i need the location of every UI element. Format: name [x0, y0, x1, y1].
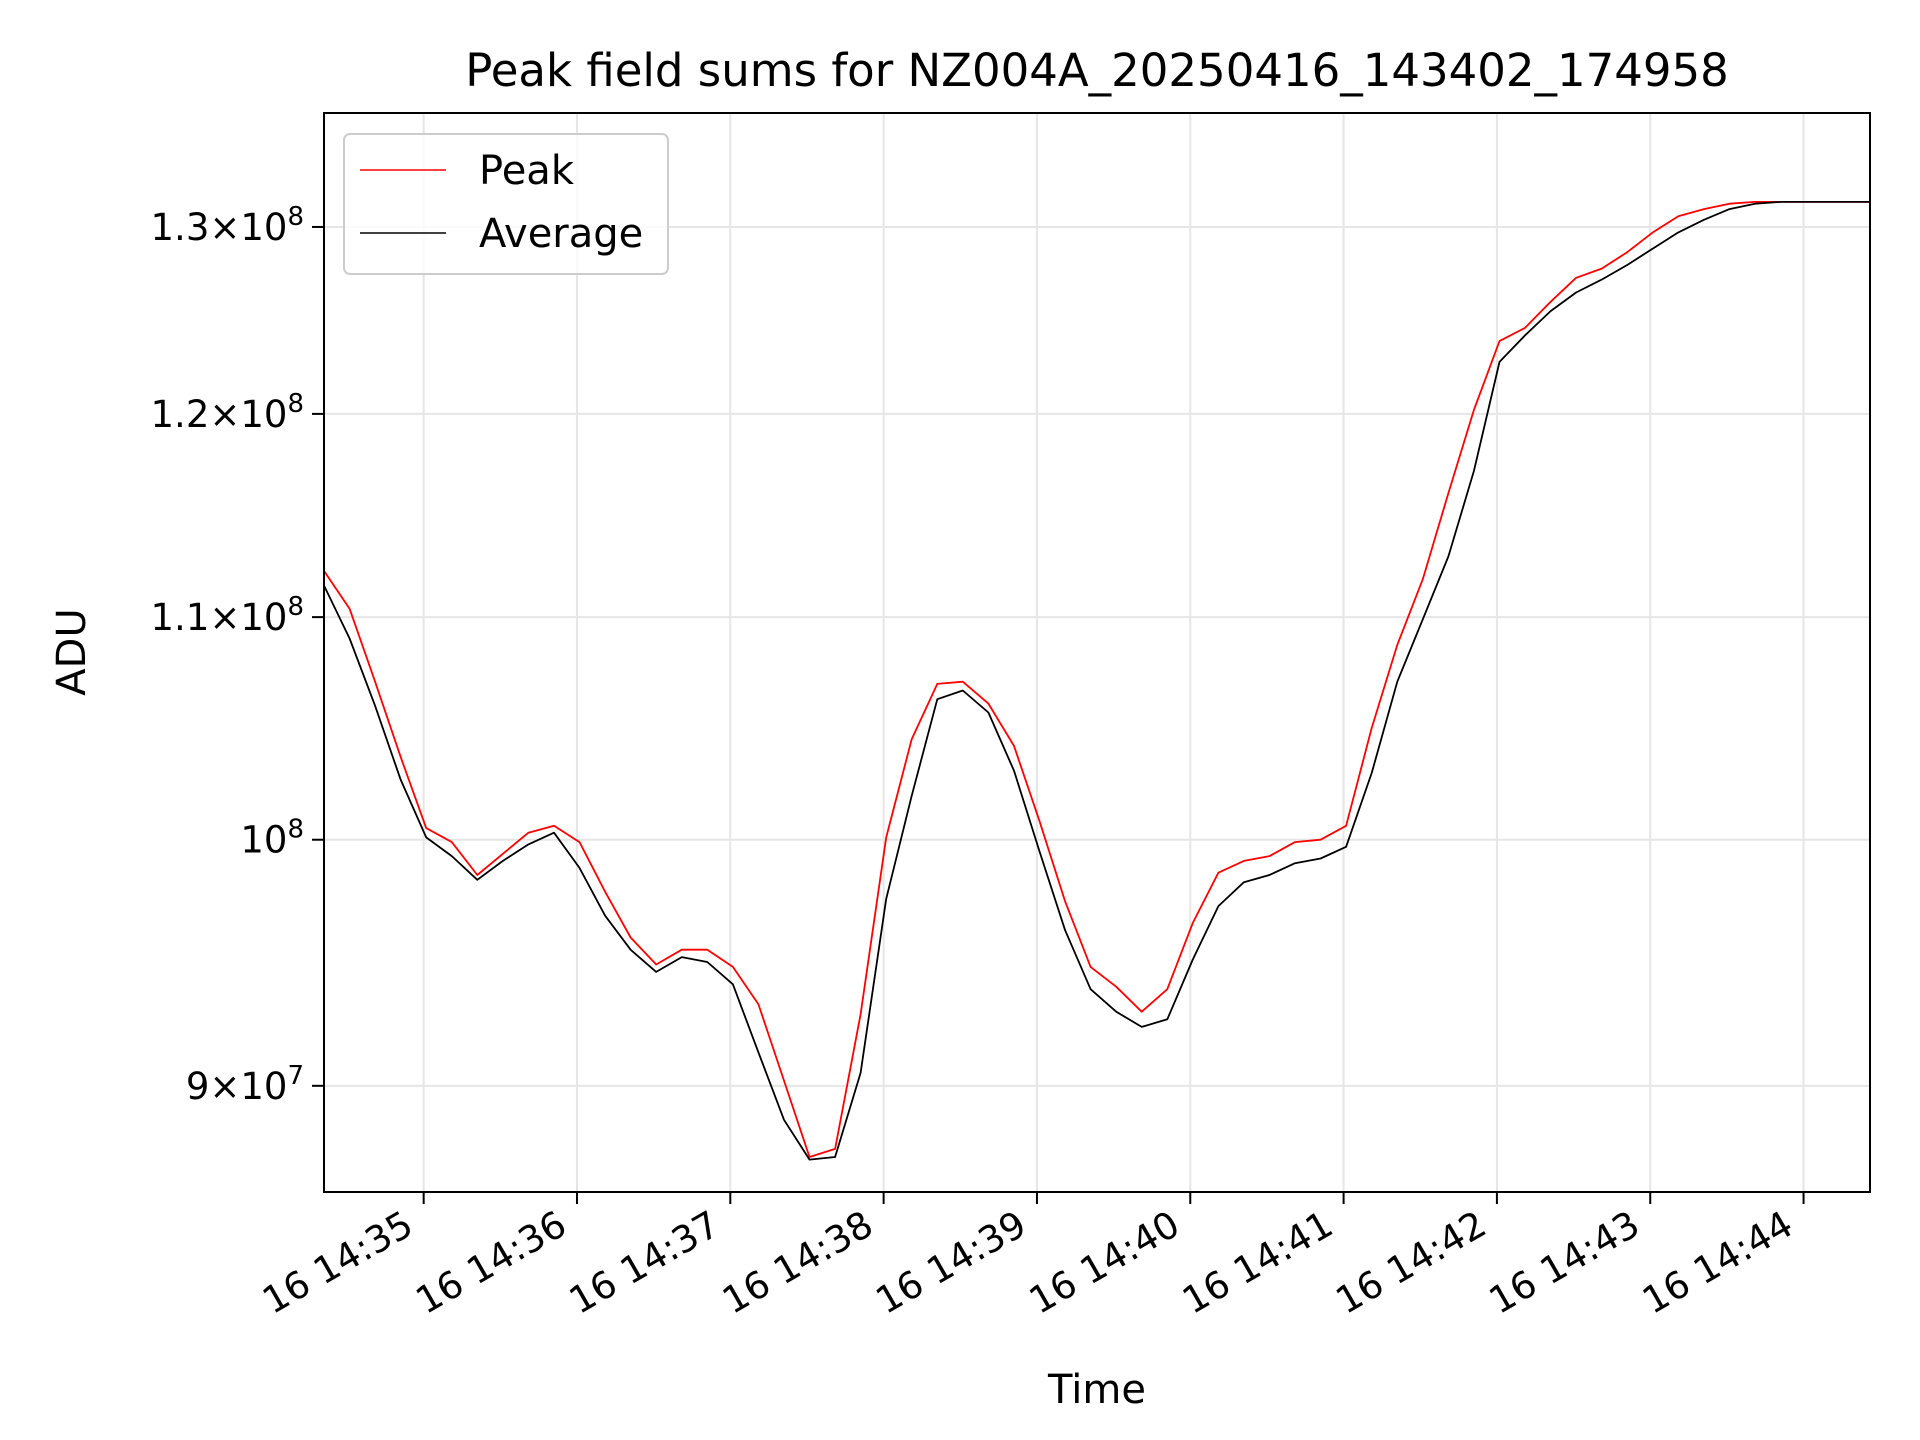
- legend-box: [343, 133, 669, 275]
- y-tick-label: 9×107: [186, 1061, 304, 1108]
- y-tick-label: 1.2×108: [151, 389, 304, 436]
- chart-title: Peak field sums for NZ004A_20250416_1434…: [465, 44, 1729, 97]
- legend-label-peak: Peak: [479, 148, 575, 194]
- y-tick-label: 1.1×108: [151, 592, 304, 639]
- series-line-average: [323, 200, 1870, 1161]
- series-line-peak: [323, 200, 1870, 1158]
- y-axis-label: ADU: [49, 608, 95, 695]
- legend-label-average: Average: [479, 211, 643, 257]
- legend: Peak Average: [343, 133, 669, 275]
- series-lines: [323, 200, 1870, 1161]
- y-tick-label: 108: [240, 815, 304, 862]
- grid: [324, 113, 1870, 1192]
- y-tick-label: 1.3×108: [151, 202, 304, 249]
- x-axis-label: Time: [1047, 1367, 1146, 1413]
- plot-frame: [323, 112, 1871, 1193]
- y-axis-ticks: 9×107 108 1.1×108 1.2×108 1.3×108: [151, 202, 324, 1108]
